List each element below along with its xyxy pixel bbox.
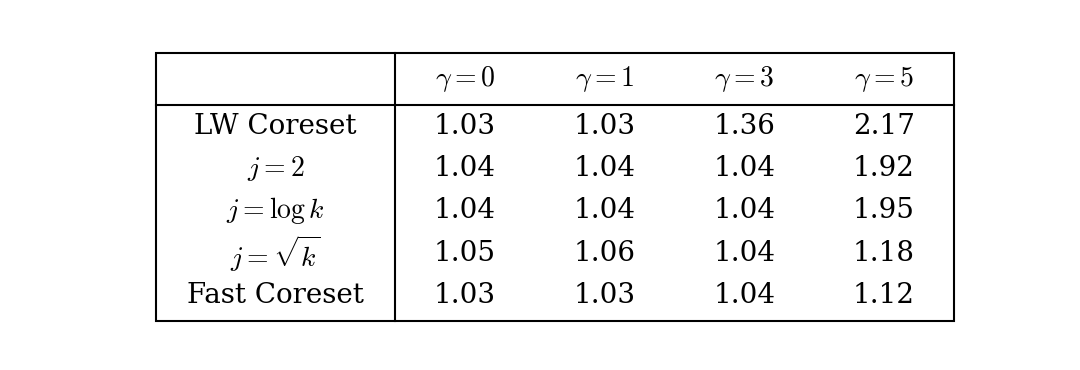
Text: 2.17: 2.17 bbox=[853, 113, 915, 140]
Text: 1.04: 1.04 bbox=[713, 155, 775, 182]
Text: $j = \log k$: $j = \log k$ bbox=[226, 195, 325, 226]
Text: $\gamma = 3$: $\gamma = 3$ bbox=[714, 64, 774, 94]
Text: $\gamma = 1$: $\gamma = 1$ bbox=[575, 64, 634, 94]
Text: 1.06: 1.06 bbox=[573, 240, 636, 267]
Text: 1.95: 1.95 bbox=[853, 198, 915, 225]
Text: 1.05: 1.05 bbox=[434, 240, 496, 267]
Text: Fast Coreset: Fast Coreset bbox=[187, 282, 364, 309]
Text: 1.04: 1.04 bbox=[434, 155, 496, 182]
Text: 1.04: 1.04 bbox=[713, 198, 775, 225]
Text: 1.03: 1.03 bbox=[573, 282, 636, 309]
Text: 1.04: 1.04 bbox=[573, 155, 636, 182]
Text: 1.12: 1.12 bbox=[853, 282, 915, 309]
Text: 1.04: 1.04 bbox=[713, 240, 775, 267]
Text: 1.03: 1.03 bbox=[573, 113, 636, 140]
Text: 1.04: 1.04 bbox=[434, 198, 496, 225]
Text: $j = \sqrt{k}$: $j = \sqrt{k}$ bbox=[230, 233, 321, 273]
Text: 1.03: 1.03 bbox=[434, 113, 496, 140]
Text: $\gamma = 5$: $\gamma = 5$ bbox=[853, 64, 914, 94]
Text: LW Coreset: LW Coreset bbox=[194, 113, 356, 140]
Text: $j = 2$: $j = 2$ bbox=[246, 154, 305, 183]
Text: $\gamma = 0$: $\gamma = 0$ bbox=[435, 64, 496, 94]
Text: 1.36: 1.36 bbox=[713, 113, 775, 140]
Text: 1.04: 1.04 bbox=[573, 198, 636, 225]
Text: 1.04: 1.04 bbox=[713, 282, 775, 309]
Text: 1.18: 1.18 bbox=[853, 240, 915, 267]
Text: 1.92: 1.92 bbox=[853, 155, 915, 182]
Text: 1.03: 1.03 bbox=[434, 282, 496, 309]
